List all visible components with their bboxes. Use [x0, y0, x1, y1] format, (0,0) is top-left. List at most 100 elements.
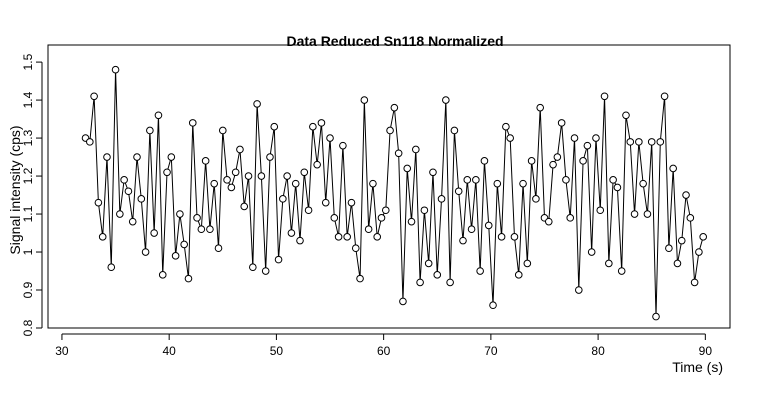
data-point	[360, 96, 369, 104]
data-point	[532, 195, 540, 203]
data-point	[90, 92, 98, 101]
data-point	[493, 179, 502, 188]
data-point	[682, 191, 690, 199]
data-point	[231, 168, 240, 177]
data-point	[656, 138, 665, 146]
data-point	[240, 202, 249, 211]
data-point	[158, 271, 167, 279]
data-point	[635, 138, 643, 146]
data-point	[583, 141, 592, 150]
data-point	[343, 233, 351, 241]
data-point	[549, 160, 557, 169]
data-point	[454, 187, 463, 196]
y-tick-label: 1.1	[21, 205, 35, 222]
data-point	[695, 248, 703, 256]
data-point	[433, 271, 442, 279]
data-point	[613, 183, 622, 192]
data-point	[107, 263, 116, 272]
data-point	[214, 244, 223, 253]
data-point	[570, 134, 579, 142]
data-point	[506, 134, 514, 142]
data-point	[476, 267, 484, 275]
data-point	[244, 172, 253, 180]
data-point	[330, 214, 339, 222]
y-tick-label: 1.4	[21, 91, 35, 108]
data-point	[579, 157, 587, 165]
data-point	[403, 164, 412, 173]
data-point	[296, 236, 304, 245]
data-point	[677, 236, 686, 245]
y-tick-label: 1	[21, 248, 35, 255]
data-point	[154, 111, 163, 120]
y-axis-label: Signal intensity (cps)	[7, 125, 23, 254]
data-point	[390, 103, 399, 112]
data-point	[605, 259, 613, 268]
data-point	[261, 267, 270, 275]
data-point	[639, 179, 647, 188]
data-point	[429, 168, 437, 177]
data-point	[459, 236, 467, 245]
data-point	[339, 141, 347, 150]
data-point	[497, 233, 506, 241]
data-point	[510, 233, 519, 241]
data-point	[287, 229, 296, 237]
data-point	[536, 103, 544, 112]
x-tick-label: 80	[591, 344, 605, 358]
data-point	[463, 176, 472, 184]
data-point	[326, 134, 334, 142]
data-point	[575, 286, 583, 294]
x-tick-label: 50	[270, 344, 284, 358]
data-point	[643, 210, 652, 218]
y-tick-label: 1.2	[21, 167, 35, 184]
data-point	[364, 225, 373, 234]
data-point	[227, 183, 236, 192]
data-point	[180, 240, 188, 249]
data-point	[381, 206, 390, 215]
data-point	[450, 126, 459, 135]
data-point	[407, 217, 416, 226]
data-point	[279, 195, 287, 203]
data-point	[424, 259, 433, 268]
y-tick-label: 0.9	[21, 281, 35, 298]
data-point	[480, 157, 489, 165]
data-point	[394, 149, 403, 158]
data-point	[553, 153, 562, 161]
data-point	[412, 145, 420, 154]
data-point	[373, 233, 382, 241]
y-tick-label: 1.5	[21, 53, 35, 70]
data-point	[163, 168, 171, 177]
data-point	[351, 244, 360, 253]
data-point	[630, 210, 639, 218]
data-point	[416, 278, 424, 287]
data-point	[146, 126, 154, 135]
data-point	[300, 168, 309, 177]
data-point	[467, 225, 476, 234]
data-point	[98, 233, 107, 241]
x-tick-label: 30	[55, 344, 69, 358]
data-point	[669, 164, 677, 173]
data-point	[253, 100, 261, 108]
data-point	[673, 259, 682, 268]
data-point	[133, 153, 141, 161]
data-point	[386, 126, 394, 135]
data-point	[442, 96, 450, 104]
data-point	[223, 176, 231, 184]
data-point	[566, 214, 575, 222]
data-point	[562, 176, 570, 184]
data-point	[377, 214, 386, 222]
data-point	[193, 214, 201, 222]
data-point	[665, 244, 673, 253]
data-point	[309, 122, 317, 131]
data-point	[184, 274, 193, 283]
data-point	[647, 138, 656, 146]
data-point	[249, 263, 257, 272]
data-point	[484, 221, 493, 230]
data-point	[283, 172, 291, 180]
data-point	[369, 179, 377, 188]
data-point	[617, 267, 626, 275]
data-point	[690, 278, 699, 287]
data-point	[270, 122, 279, 131]
data-point	[686, 214, 695, 222]
data-point	[103, 153, 111, 161]
